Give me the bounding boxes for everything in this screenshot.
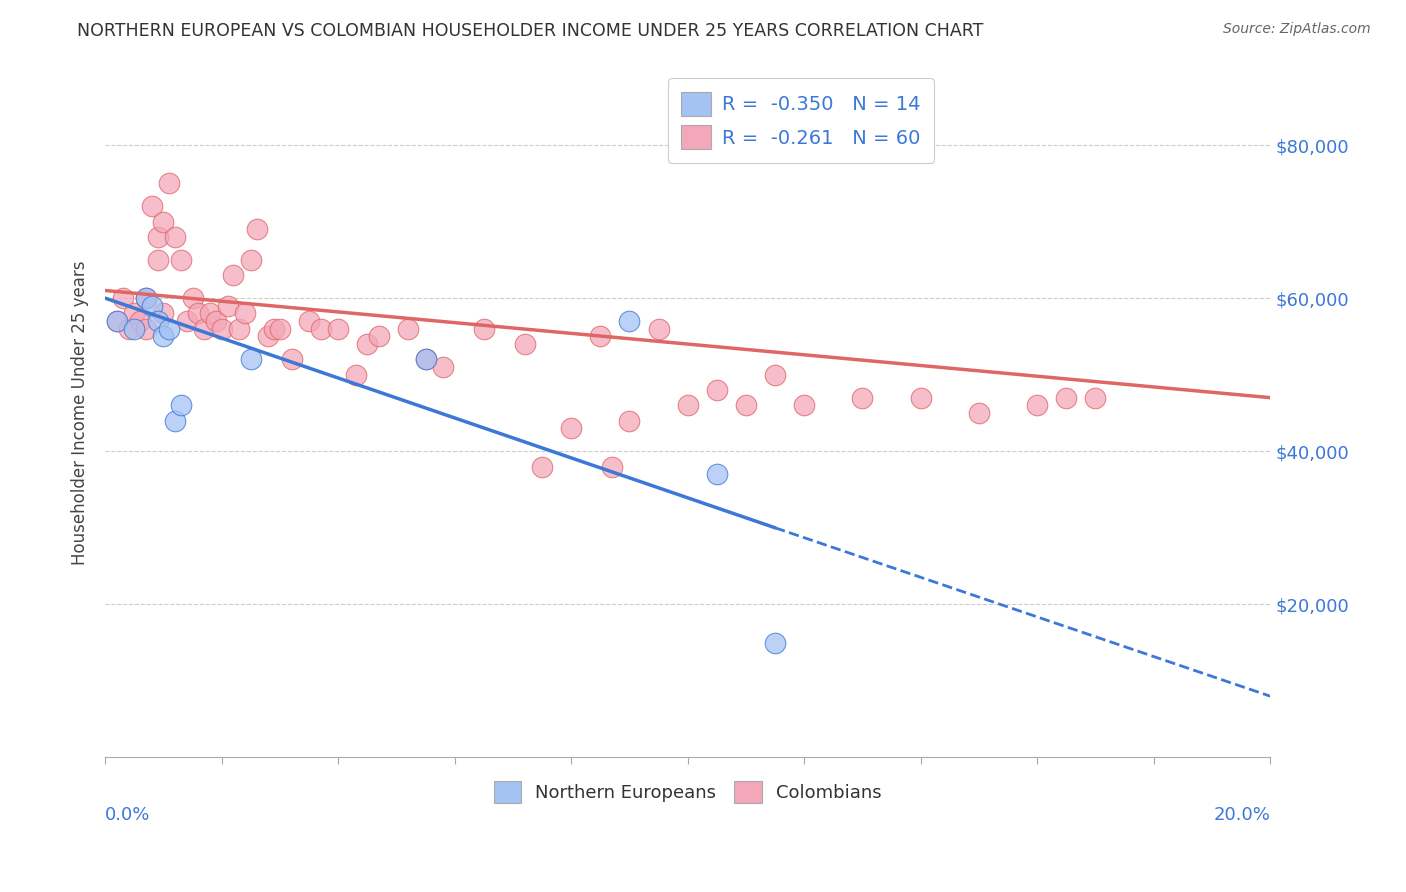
- Point: [135, 322, 157, 336]
- Point: [513, 337, 536, 351]
- Point: [560, 421, 582, 435]
- Point: [124, 306, 146, 320]
- Point: [619, 414, 641, 428]
- Point: [793, 398, 815, 412]
- Y-axis label: Householder Income Under 25 years: Householder Income Under 25 years: [72, 260, 89, 566]
- Point: [280, 352, 302, 367]
- Point: [676, 398, 699, 412]
- Point: [105, 314, 128, 328]
- Point: [165, 414, 187, 428]
- Point: [222, 268, 245, 283]
- Point: [647, 322, 669, 336]
- Point: [344, 368, 367, 382]
- Point: [472, 322, 495, 336]
- Point: [170, 398, 193, 412]
- Point: [211, 322, 233, 336]
- Text: NORTHERN EUROPEAN VS COLOMBIAN HOUSEHOLDER INCOME UNDER 25 YEARS CORRELATION CHA: NORTHERN EUROPEAN VS COLOMBIAN HOUSEHOLD…: [77, 22, 984, 40]
- Point: [706, 383, 728, 397]
- Text: 20.0%: 20.0%: [1213, 805, 1270, 823]
- Point: [105, 314, 128, 328]
- Point: [111, 291, 134, 305]
- Point: [157, 177, 180, 191]
- Point: [967, 406, 990, 420]
- Point: [146, 252, 169, 267]
- Point: [170, 252, 193, 267]
- Point: [146, 230, 169, 244]
- Text: Source: ZipAtlas.com: Source: ZipAtlas.com: [1223, 22, 1371, 37]
- Point: [141, 199, 163, 213]
- Point: [432, 359, 454, 374]
- Point: [205, 314, 228, 328]
- Point: [239, 252, 262, 267]
- Point: [531, 459, 554, 474]
- Point: [246, 222, 269, 236]
- Point: [269, 322, 291, 336]
- Point: [165, 230, 187, 244]
- Point: [600, 459, 623, 474]
- Point: [356, 337, 378, 351]
- Point: [298, 314, 321, 328]
- Point: [117, 322, 139, 336]
- Point: [735, 398, 758, 412]
- Point: [368, 329, 391, 343]
- Point: [263, 322, 285, 336]
- Point: [619, 314, 641, 328]
- Point: [152, 306, 174, 320]
- Point: [396, 322, 419, 336]
- Point: [193, 322, 215, 336]
- Point: [1054, 391, 1077, 405]
- Point: [141, 299, 163, 313]
- Point: [124, 322, 146, 336]
- Point: [706, 467, 728, 482]
- Point: [239, 352, 262, 367]
- Point: [135, 291, 157, 305]
- Point: [763, 635, 786, 649]
- Point: [129, 314, 152, 328]
- Point: [763, 368, 786, 382]
- Point: [415, 352, 437, 367]
- Point: [157, 322, 180, 336]
- Point: [176, 314, 198, 328]
- Text: 0.0%: 0.0%: [105, 805, 150, 823]
- Legend: Northern Europeans, Colombians: Northern Europeans, Colombians: [486, 774, 889, 810]
- Point: [152, 329, 174, 343]
- Point: [217, 299, 239, 313]
- Point: [910, 391, 932, 405]
- Point: [198, 306, 221, 320]
- Point: [257, 329, 280, 343]
- Point: [1084, 391, 1107, 405]
- Point: [152, 214, 174, 228]
- Point: [415, 352, 437, 367]
- Point: [589, 329, 612, 343]
- Point: [228, 322, 250, 336]
- Point: [187, 306, 209, 320]
- Point: [181, 291, 204, 305]
- Point: [146, 314, 169, 328]
- Point: [309, 322, 332, 336]
- Point: [328, 322, 350, 336]
- Point: [135, 291, 157, 305]
- Point: [851, 391, 873, 405]
- Point: [1026, 398, 1049, 412]
- Point: [233, 306, 256, 320]
